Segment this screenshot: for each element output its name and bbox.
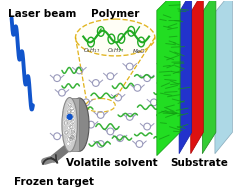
Circle shape [64,122,68,125]
Circle shape [71,136,75,140]
Text: $C_8H_{17}$: $C_8H_{17}$ [107,47,124,56]
Circle shape [67,111,71,114]
Circle shape [68,126,71,129]
Polygon shape [70,98,79,151]
Text: $C_8H_{17}$: $C_8H_{17}$ [83,47,100,56]
Circle shape [71,120,74,124]
Circle shape [64,121,68,124]
Text: Volatile solvent: Volatile solvent [67,158,158,168]
Circle shape [70,107,73,110]
Circle shape [70,115,74,118]
Text: MeO: MeO [133,49,146,53]
Text: Frozen target: Frozen target [14,177,94,187]
Circle shape [71,130,75,134]
Circle shape [64,131,68,135]
Circle shape [69,135,72,138]
Polygon shape [202,0,216,154]
Polygon shape [215,0,232,154]
Circle shape [67,142,70,145]
Circle shape [67,115,72,119]
Ellipse shape [70,98,89,151]
Ellipse shape [62,98,77,152]
Circle shape [72,132,75,135]
Circle shape [71,136,74,139]
Circle shape [68,109,71,112]
Circle shape [68,103,71,106]
Circle shape [68,114,72,118]
Polygon shape [157,0,180,156]
Circle shape [67,138,71,141]
Ellipse shape [76,19,155,56]
Circle shape [69,137,73,141]
Circle shape [69,125,73,129]
Circle shape [71,116,74,120]
Text: Laser beam: Laser beam [8,9,76,19]
Circle shape [71,129,75,132]
Polygon shape [191,0,203,154]
Circle shape [68,103,72,107]
Circle shape [67,113,70,117]
Circle shape [65,130,68,134]
Text: Polymer: Polymer [91,9,139,19]
Polygon shape [179,0,192,154]
Circle shape [66,117,69,121]
Circle shape [71,109,74,113]
Circle shape [70,135,74,139]
Circle shape [70,122,73,125]
Text: Substrate: Substrate [171,158,228,168]
